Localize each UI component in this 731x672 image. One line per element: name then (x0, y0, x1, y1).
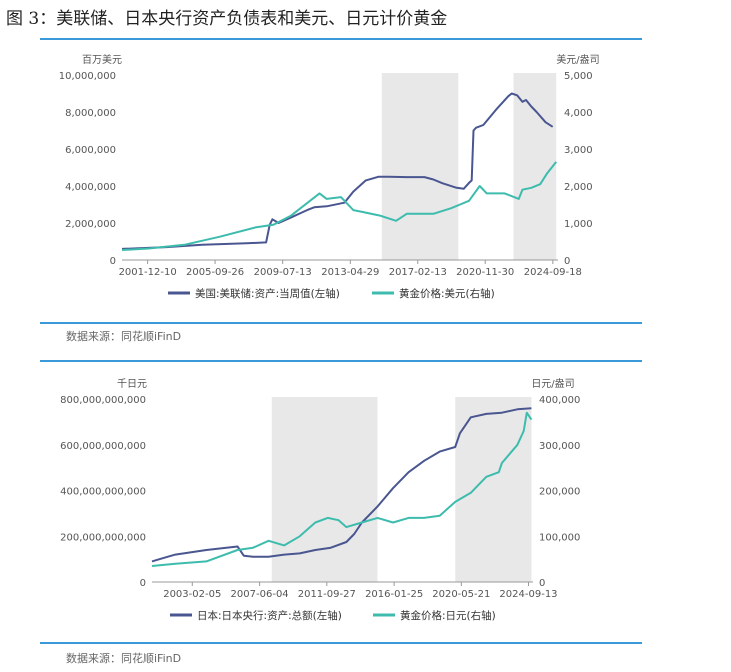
left-tick-label: 400,000,000,000 (60, 487, 146, 498)
x-tick-label: 2007-06-04 (231, 589, 289, 600)
legend-label: 美国:美联储:资产:当周值(左轴) (195, 287, 340, 300)
boj-balance-gold-jpy-chart: 千日元 日元/盎司 0 200,000,000,000 400,000,000,000 6… (60, 377, 580, 622)
shaded-period-1 (271, 397, 378, 582)
left-tick-label: 800,000,000,000 (60, 395, 146, 406)
top-rule-1 (40, 38, 642, 40)
x-tick-label: 2020-11-30 (456, 267, 514, 278)
series-line-right-axis (121, 161, 557, 251)
right-tick-label: 100,000 (539, 532, 580, 543)
x-tick-label: 2003-02-05 (163, 589, 221, 600)
left-tick-label: 10,000,000 (59, 71, 116, 82)
left-tick-label: 0 (110, 256, 116, 267)
left-tick-label: 6,000,000 (65, 145, 116, 156)
right-tick-label: 0 (564, 256, 570, 267)
x-tick-label: 2001-12-10 (119, 267, 177, 278)
x-tick-label: 2016-01-25 (365, 589, 423, 600)
source-note-1: 数据来源：同花顺iFinD (66, 330, 182, 343)
left-axis-unit: 千日元 (117, 378, 147, 390)
left-tick-label: 0 (140, 578, 146, 589)
bottom-rule-2 (40, 642, 642, 644)
right-tick-label: 0 (539, 578, 545, 589)
x-tick-label: 2011-09-27 (298, 589, 356, 600)
right-axis-unit: 美元/盎司 (556, 53, 599, 66)
x-tick-label: 2005-09-26 (186, 267, 244, 278)
right-tick-label: 300,000 (539, 441, 580, 452)
right-axis-unit: 日元/盎司 (531, 377, 574, 390)
left-tick-label: 200,000,000,000 (60, 532, 146, 543)
top-rule-2 (40, 360, 642, 362)
x-tick-label: 2020-05-21 (432, 589, 490, 600)
left-tick-label: 2,000,000 (65, 219, 116, 230)
right-tick-label: 4,000 (564, 108, 593, 119)
right-tick-label: 200,000 (539, 487, 580, 498)
left-axis-unit: 百万美元 (82, 53, 122, 66)
shaded-period-1 (381, 73, 459, 260)
x-tick-label: 2024-09-13 (499, 589, 557, 600)
x-tick-label: 2013-04-29 (321, 267, 379, 278)
x-tick-label: 2017-02-13 (389, 267, 447, 278)
left-tick-label: 600,000,000,000 (60, 441, 146, 452)
legend-label: 日本:日本央行:资产:总额(左轴) (197, 609, 342, 622)
right-tick-label: 5,000 (564, 71, 593, 82)
source-note-2: 数据来源：同花顺iFinD (66, 652, 182, 665)
series-line-right-axis (151, 411, 533, 567)
left-tick-label: 4,000,000 (65, 182, 116, 193)
bottom-rule-1 (40, 322, 642, 324)
legend-label: 黄金价格:日元(右轴) (400, 609, 496, 622)
right-tick-label: 1,000 (564, 219, 593, 230)
fed-balance-gold-usd-chart: 百万美元 美元/盎司 0 2,000,000 4,000,000 6,000,000 8,0… (59, 53, 600, 300)
x-tick-label: 2009-07-13 (254, 267, 312, 278)
left-tick-label: 8,000,000 (65, 108, 116, 119)
x-tick-label: 2024-09-18 (524, 267, 582, 278)
right-tick-label: 2,000 (564, 182, 593, 193)
right-tick-label: 3,000 (564, 145, 593, 156)
legend-label: 黄金价格:美元(右轴) (399, 287, 495, 300)
right-tick-label: 400,000 (539, 395, 580, 406)
series-line-left-axis (121, 92, 554, 250)
shaded-period-2 (455, 397, 532, 582)
figure-title: 图 3：美联储、日本央行资产负债表和美元、日元计价黄金 (6, 9, 448, 29)
shaded-period-2 (513, 73, 557, 260)
